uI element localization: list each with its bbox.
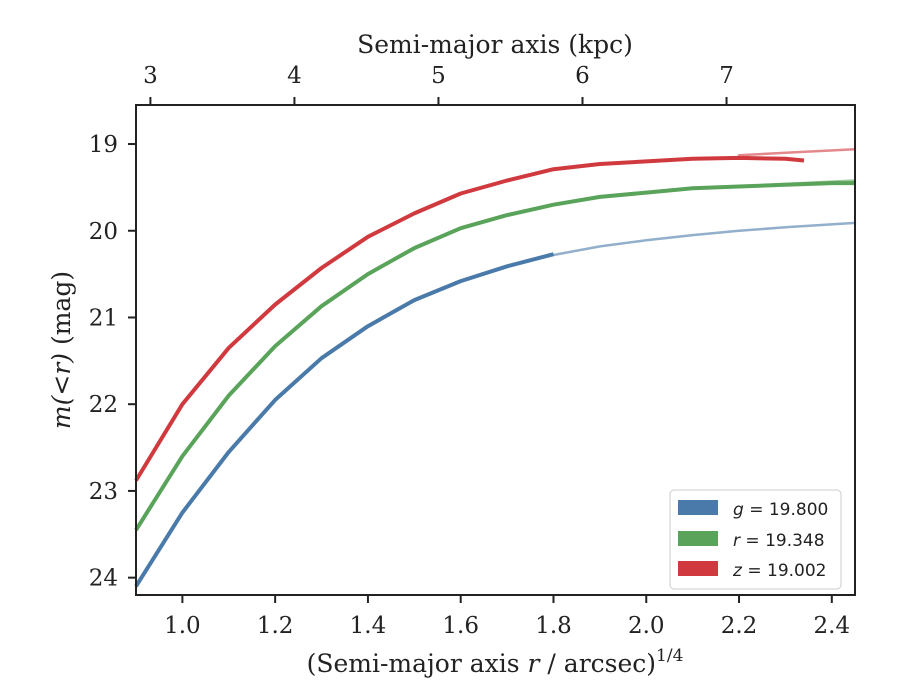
axis-ticks: 1.0 1.2 1.4 1.6 1.8 2.0 2.2 2.4 19 20 21 22 23 24 3 4 5 6… [89, 63, 850, 639]
legend-entry-g: g = 19.800 [678, 500, 828, 520]
legend-label-z: z = 19.002 [732, 561, 826, 581]
x-tick-label: 1.0 [164, 613, 201, 639]
top-tick-label: 4 [287, 63, 302, 89]
top-tick-label: 5 [431, 63, 446, 89]
y-tick-label: 19 [89, 132, 118, 158]
top-tick-label: 6 [575, 63, 590, 89]
top-tick-label: 7 [719, 63, 734, 89]
top-tick-label: 3 [143, 63, 158, 89]
legend-swatch-z [678, 561, 718, 576]
x-tick-label: 2.4 [814, 613, 851, 639]
legend-swatch-r [678, 531, 718, 546]
top-axis-title: Semi-major axis (kpc) [357, 30, 633, 59]
y-tick-label: 20 [89, 219, 118, 245]
y-tick-label: 22 [89, 392, 118, 418]
data-line-g [134, 252, 555, 588]
legend: g = 19.800 r = 19.348 z = 19.002 [669, 489, 842, 590]
x-tick-label: 1.6 [442, 613, 479, 639]
model-line-z [737, 147, 857, 157]
legend-swatch-g [678, 500, 718, 515]
x-tick-label: 1.4 [350, 613, 387, 639]
model-line-g [552, 221, 857, 257]
legend-label-r: r = 19.348 [733, 531, 825, 551]
data-line-r [134, 181, 855, 532]
legend-entry-z: z = 19.002 [678, 561, 826, 581]
y-axis-title: m(<r) (mag) [47, 271, 76, 429]
x-tick-label: 1.8 [535, 613, 572, 639]
data-curves [134, 155, 855, 588]
y-tick-label: 23 [89, 479, 118, 505]
legend-label-g: g = 19.800 [733, 500, 828, 520]
x-tick-label: 1.2 [257, 613, 294, 639]
x-tick-label: 2.2 [721, 613, 758, 639]
y-tick-label: 21 [89, 305, 118, 331]
plot-frame [135, 104, 856, 596]
data-line-z [134, 155, 805, 482]
x-axis-title: (Semi-major axis r / arcsec)1/4 [307, 646, 684, 678]
y-tick-label: 24 [89, 566, 118, 592]
legend-entry-r: r = 19.348 [678, 531, 825, 551]
x-tick-label: 2.0 [628, 613, 665, 639]
